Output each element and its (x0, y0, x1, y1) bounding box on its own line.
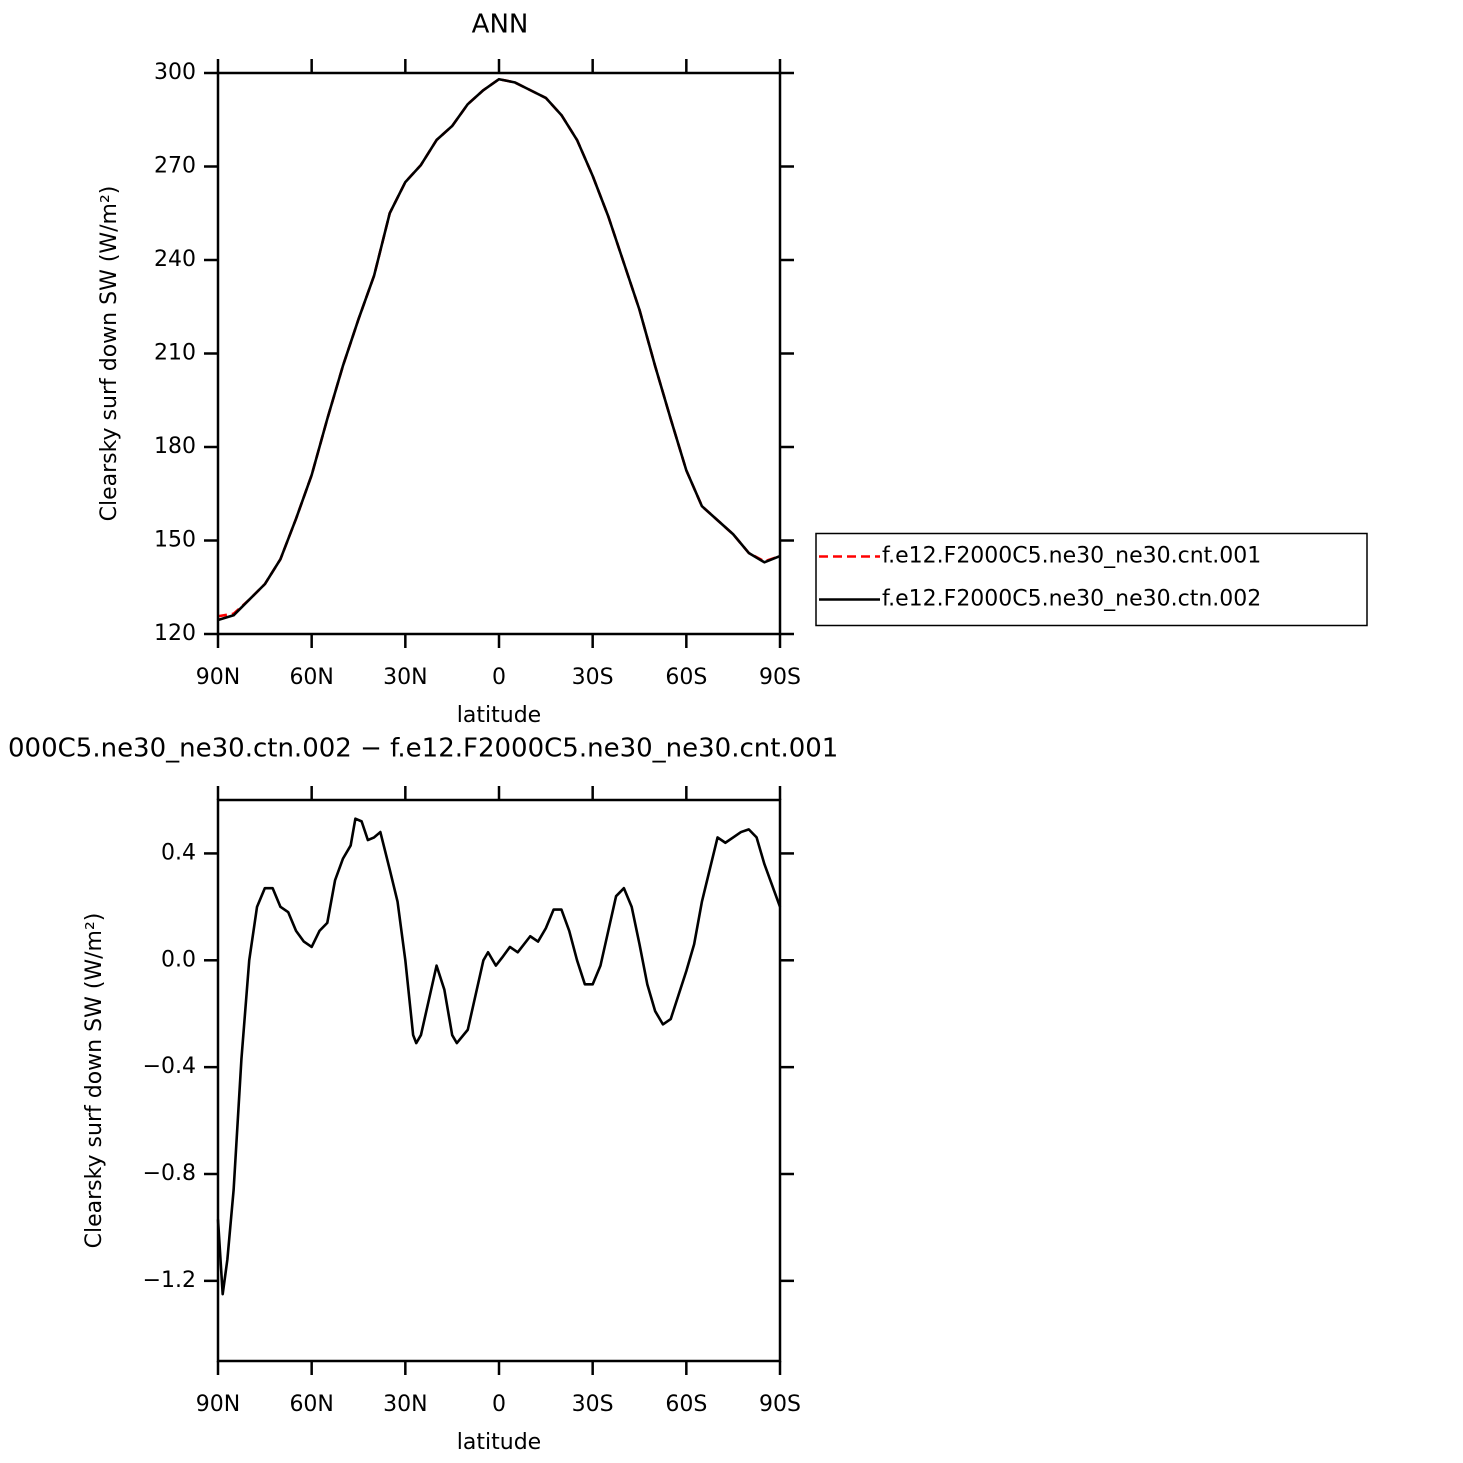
y-tick-label: 270 (154, 154, 196, 179)
x-tick-label: 60S (665, 665, 707, 690)
y-tick-label: 150 (154, 528, 196, 553)
y-axis-label: Clearsky surf down SW (W/m²) (97, 186, 122, 522)
y-tick-label: 240 (154, 247, 196, 272)
y-tick-label: 210 (154, 341, 196, 366)
chart-title: 000C5.ne30_ne30.ctn.002 − f.e12.F2000C5.… (8, 734, 838, 764)
data-line (216, 817, 782, 1296)
data-line (217, 77, 781, 622)
x-tick-label: 60N (289, 1392, 333, 1417)
data-line (217, 77, 781, 618)
x-tick-label: 60S (665, 1392, 707, 1417)
y-tick-label: −0.4 (143, 1054, 196, 1079)
legend-label: f.e12.F2000C5.ne30_ne30.ctn.002 (882, 587, 1261, 612)
legend-label: f.e12.F2000C5.ne30_ne30.cnt.001 (882, 544, 1261, 569)
x-tick-label: 90S (759, 665, 801, 690)
x-axis-label: latitude (457, 1430, 541, 1455)
y-tick-label: −1.2 (143, 1268, 196, 1293)
x-tick-label: 30S (572, 1392, 614, 1417)
x-tick-label: 0 (492, 1392, 506, 1417)
chart-title: ANN (472, 10, 529, 40)
x-tick-label: 30N (383, 665, 427, 690)
y-tick-label: 300 (154, 60, 196, 85)
x-tick-label: 90N (196, 1392, 240, 1417)
x-tick-label: 0 (492, 665, 506, 690)
y-tick-label: 120 (154, 621, 196, 646)
y-axis-label: Clearsky surf down SW (W/m²) (82, 913, 107, 1249)
plot-frame (216, 71, 782, 636)
x-tick-label: 30N (383, 1392, 427, 1417)
y-tick-label: 0.4 (161, 840, 196, 865)
y-tick-label: 180 (154, 434, 196, 459)
x-tick-label: 60N (289, 665, 333, 690)
y-tick-label: −0.8 (143, 1161, 196, 1186)
x-tick-label: 30S (572, 665, 614, 690)
x-axis-label: latitude (457, 703, 541, 728)
y-tick-label: 0.0 (161, 947, 196, 972)
plot-frame (216, 798, 782, 1363)
x-tick-label: 90N (196, 665, 240, 690)
legend-box (815, 532, 1368, 627)
x-tick-label: 90S (759, 1392, 801, 1417)
